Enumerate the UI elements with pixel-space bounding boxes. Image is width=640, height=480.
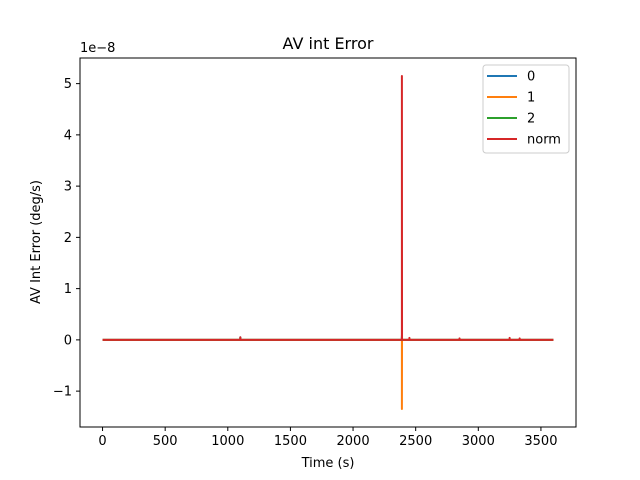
plot-frame bbox=[79, 57, 577, 428]
legend-box bbox=[482, 64, 570, 154]
y-tick-label: 4 bbox=[64, 128, 72, 143]
y-tick-label: 0 bbox=[64, 333, 72, 348]
legend-label-0: 0 bbox=[527, 70, 535, 85]
x-tick-label: 3000 bbox=[462, 434, 495, 449]
x-tick-label: 500 bbox=[153, 434, 178, 449]
legend-label-1: 1 bbox=[527, 91, 535, 106]
x-axis-label: Time (s) bbox=[301, 456, 355, 471]
x-tick-label: 1500 bbox=[274, 434, 307, 449]
x-tick-label: 0 bbox=[98, 434, 106, 449]
x-tick-label: 2500 bbox=[399, 434, 432, 449]
legend-label-2: 2 bbox=[527, 112, 535, 127]
x-axis: 0 500 1000 1500 2000 2500 3000 3500 bbox=[98, 427, 557, 449]
x-tick-label: 2000 bbox=[337, 434, 370, 449]
chart-title: AV int Error bbox=[283, 34, 374, 53]
y-axis-label: AV Int Error (deg/s) bbox=[29, 180, 44, 304]
y-axis: −1 0 1 2 3 4 5 bbox=[53, 77, 80, 400]
y-offset-text: 1e−8 bbox=[80, 41, 115, 56]
y-tick-label: 1 bbox=[64, 282, 72, 297]
plot-lines bbox=[102, 74, 554, 411]
legend-label-3: norm bbox=[527, 133, 561, 148]
series-line-3 bbox=[102, 74, 554, 341]
y-tick-label: 2 bbox=[64, 231, 72, 246]
x-tick-label: 3500 bbox=[524, 434, 557, 449]
x-tick-label: 1000 bbox=[211, 434, 244, 449]
y-tick-label: −1 bbox=[53, 385, 72, 400]
legend: 0 1 2 norm bbox=[482, 64, 570, 154]
y-tick-label: 5 bbox=[64, 77, 72, 92]
series-line-1 bbox=[102, 338, 554, 411]
y-tick-label: 3 bbox=[64, 180, 72, 195]
